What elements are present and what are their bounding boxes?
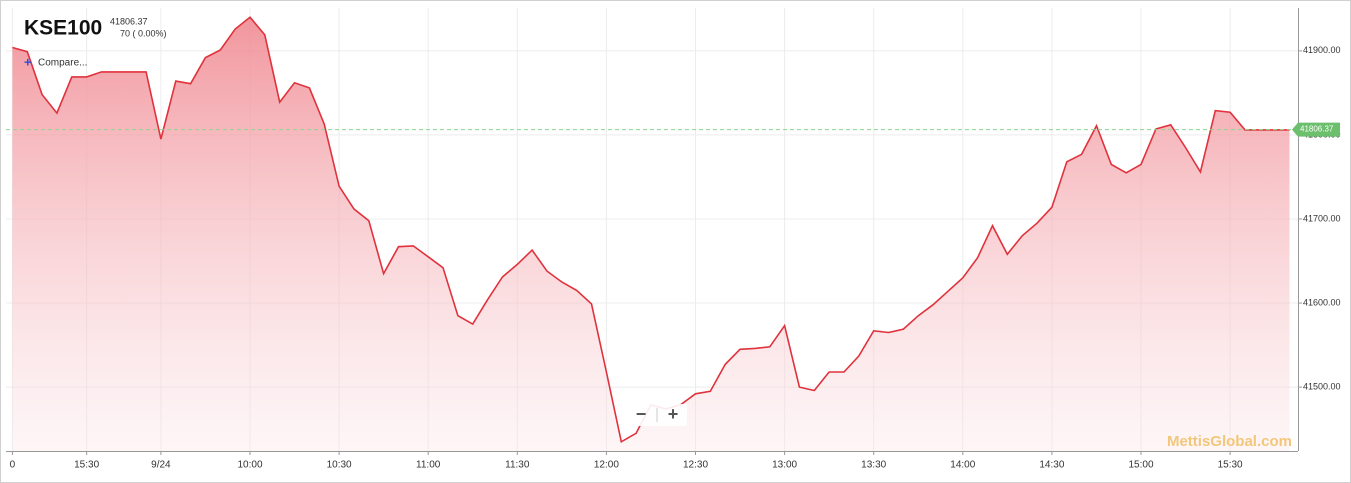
zoom-in[interactable]: + [668, 404, 679, 424]
x-tick-label: 11:00 [416, 460, 441, 471]
y-tick-label: 41700.00 [1303, 213, 1341, 223]
zoom-out[interactable]: − [636, 404, 647, 424]
x-tick-label: 12:00 [594, 460, 619, 471]
zoom-controls: − + [627, 404, 687, 426]
x-tick-label: 11:30 [505, 460, 530, 471]
last-price-badge [1292, 122, 1340, 137]
compare-button[interactable]: Compare... [38, 58, 87, 69]
y-tick-label: 41900.00 [1303, 45, 1341, 55]
x-tick-label: 15:00 [1128, 460, 1153, 471]
x-tick-label: 0 [10, 460, 16, 471]
x-tick-label: 15:30 [1218, 460, 1243, 471]
x-tick-label: 13:30 [861, 460, 886, 471]
change: 70 ( 0.00%) [120, 28, 167, 38]
x-tick-label: 12:30 [683, 460, 708, 471]
x-tick-label: 9/24 [151, 460, 171, 471]
x-tick-label: 10:00 [237, 460, 262, 471]
last-price-badge-label: 41806.37 [1300, 125, 1334, 134]
x-tick-label: 13:00 [772, 460, 797, 471]
y-tick-label: 41500.00 [1303, 381, 1341, 391]
x-tick-label: 14:00 [950, 460, 975, 471]
x-tick-label: 15:30 [74, 460, 99, 471]
compare-icon[interactable]: + [24, 54, 32, 69]
x-tick-label: 10:30 [327, 460, 352, 471]
area-fill [12, 17, 1290, 451]
x-tick-label: 14:30 [1039, 460, 1064, 471]
watermark: MettisGlobal.com [1167, 433, 1292, 450]
last-price: 41806.37 [110, 16, 148, 26]
y-tick-label: 41600.00 [1303, 297, 1341, 307]
chart-title: KSE100 [24, 17, 102, 40]
